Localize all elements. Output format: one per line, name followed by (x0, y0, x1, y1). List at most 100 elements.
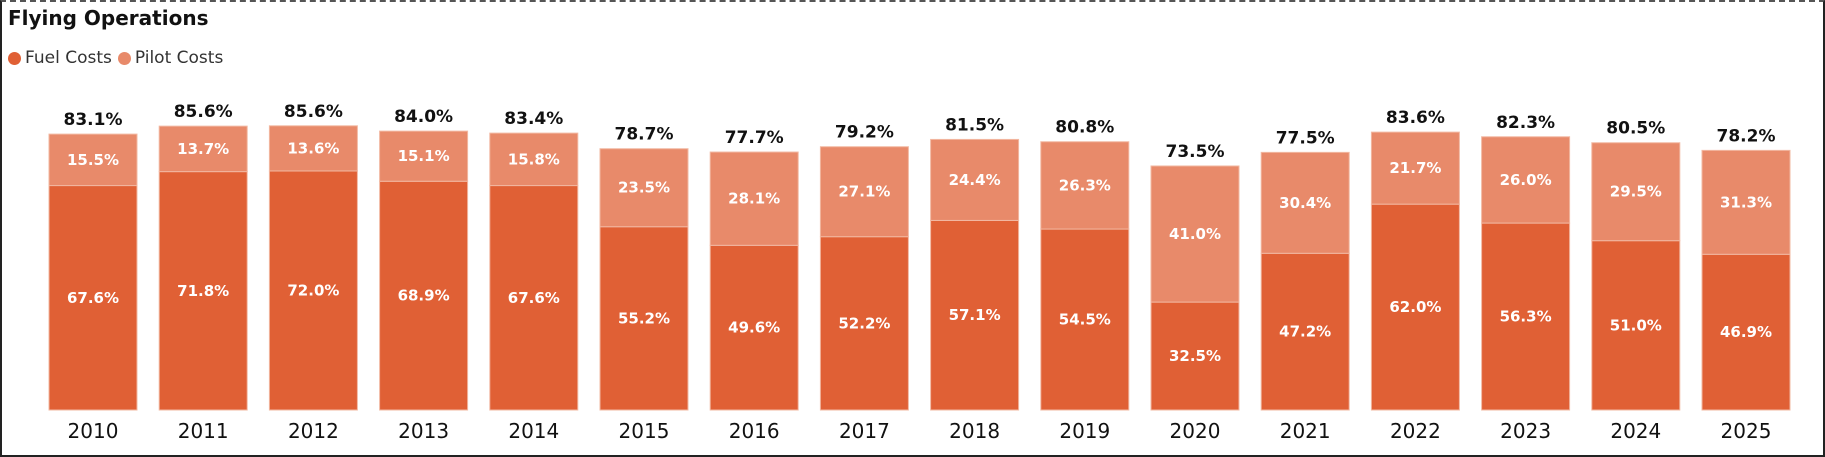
data-label-pilot-2010: 15.5% (67, 151, 119, 169)
total-label-2018: 81.5% (945, 115, 1004, 135)
total-label-2016: 77.7% (725, 128, 784, 148)
bar-pilot-2018[interactable] (930, 138, 1020, 221)
data-label-fuel-2011: 71.8% (177, 282, 229, 300)
data-label-fuel-2010: 67.6% (67, 289, 119, 307)
total-label-2024: 80.5% (1606, 119, 1665, 139)
legend-label-fuel: Fuel Costs (25, 48, 112, 68)
bar-fuel-2023[interactable] (1481, 222, 1571, 411)
total-label-2025: 78.2% (1717, 126, 1776, 146)
data-label-fuel-2018: 57.1% (949, 306, 1001, 324)
data-label-pilot-2014: 15.8% (508, 150, 560, 168)
data-label-pilot-2020: 41.0% (1169, 225, 1221, 243)
bar-pilot-2020[interactable] (1150, 165, 1240, 303)
data-label-fuel-2022: 62.0% (1389, 298, 1441, 316)
data-label-fuel-2020: 32.5% (1169, 347, 1221, 365)
data-label-fuel-2015: 55.2% (618, 309, 670, 327)
legend-dot-pilot (117, 51, 131, 65)
data-label-fuel-2021: 47.2% (1279, 323, 1331, 341)
bar-fuel-2011[interactable] (158, 171, 248, 411)
bar-fuel-2017[interactable] (819, 236, 909, 411)
bar-pilot-2016[interactable] (709, 151, 799, 246)
x-tick-label-2014: 2014 (508, 419, 559, 443)
total-label-2015: 78.7% (615, 125, 674, 145)
bar-pilot-2024[interactable] (1591, 142, 1681, 242)
x-tick-label-2025: 2025 (1721, 419, 1772, 443)
data-label-pilot-2023: 26.0% (1500, 171, 1552, 189)
data-label-pilot-2012: 13.6% (287, 139, 339, 157)
bar-fuel-2016[interactable] (709, 244, 799, 411)
bar-pilot-2017[interactable] (819, 146, 909, 238)
data-label-fuel-2023: 56.3% (1500, 308, 1552, 326)
data-label-fuel-2012: 72.0% (287, 281, 339, 299)
bar-fuel-2015[interactable] (599, 226, 689, 411)
data-label-pilot-2024: 29.5% (1610, 183, 1662, 201)
bar-pilot-2012[interactable] (268, 125, 358, 172)
x-tick-label-2013: 2013 (398, 419, 449, 443)
x-tick-label-2017: 2017 (839, 419, 890, 443)
legend-item-fuel[interactable]: Fuel Costs (8, 48, 112, 68)
x-tick-label-2015: 2015 (619, 419, 670, 443)
data-label-fuel-2014: 67.6% (508, 289, 560, 307)
total-label-2019: 80.8% (1055, 118, 1114, 138)
total-label-2020: 73.5% (1166, 142, 1225, 162)
data-label-pilot-2018: 24.4% (949, 171, 1001, 189)
bar-pilot-2013[interactable] (379, 130, 469, 182)
x-tick-label-2016: 2016 (729, 419, 780, 443)
x-tick-label-2024: 2024 (1610, 419, 1661, 443)
data-label-fuel-2013: 68.9% (398, 287, 450, 305)
bar-fuel-2024[interactable] (1591, 240, 1681, 411)
data-label-fuel-2025: 46.9% (1720, 323, 1772, 341)
data-label-pilot-2015: 23.5% (618, 179, 670, 197)
bar-fuel-2020[interactable] (1150, 301, 1240, 411)
bar-pilot-2022[interactable] (1370, 131, 1460, 205)
data-label-pilot-2013: 15.1% (398, 147, 450, 165)
x-tick-label-2023: 2023 (1500, 419, 1551, 443)
bar-fuel-2022[interactable] (1370, 203, 1460, 411)
chart-title: Flying Operations (8, 6, 209, 30)
legend-item-pilot[interactable]: Pilot Costs (117, 48, 224, 68)
bar-pilot-2023[interactable] (1481, 136, 1571, 224)
bar-fuel-2012[interactable] (268, 170, 358, 411)
total-label-2010: 83.1% (64, 110, 123, 130)
bar-pilot-2021[interactable] (1260, 151, 1350, 254)
bar-pilot-2019[interactable] (1040, 141, 1130, 230)
bar-pilot-2011[interactable] (158, 125, 248, 173)
data-label-fuel-2016: 49.6% (728, 319, 780, 337)
bar-fuel-2010[interactable] (48, 185, 138, 411)
legend-dot-fuel (8, 51, 21, 65)
data-label-pilot-2019: 26.3% (1059, 176, 1111, 194)
x-tick-label-2022: 2022 (1390, 419, 1441, 443)
total-label-2023: 82.3% (1496, 113, 1555, 133)
data-label-fuel-2017: 52.2% (838, 314, 890, 332)
legend-label-pilot: Pilot Costs (134, 48, 224, 68)
bar-fuel-2019[interactable] (1040, 228, 1130, 411)
bar-fuel-2021[interactable] (1260, 252, 1350, 411)
data-label-pilot-2021: 30.4% (1279, 194, 1331, 212)
data-label-pilot-2016: 28.1% (728, 190, 780, 208)
data-label-fuel-2024: 51.0% (1610, 316, 1662, 334)
total-label-2021: 77.5% (1276, 128, 1335, 148)
x-tick-label-2018: 2018 (949, 419, 1000, 443)
total-label-2012: 85.6% (284, 102, 343, 122)
bar-pilot-2025[interactable] (1701, 149, 1791, 255)
bar-fuel-2018[interactable] (930, 219, 1020, 411)
bar-fuel-2014[interactable] (489, 185, 579, 411)
total-label-2014: 83.4% (504, 109, 563, 129)
bar-pilot-2010[interactable] (48, 133, 138, 187)
data-label-pilot-2025: 31.3% (1720, 193, 1772, 211)
data-label-pilot-2017: 27.1% (838, 183, 890, 201)
total-label-2011: 85.6% (174, 102, 233, 122)
bar-pilot-2014[interactable] (489, 132, 579, 187)
bar-fuel-2025[interactable] (1701, 253, 1791, 411)
data-label-fuel-2019: 54.5% (1059, 311, 1111, 329)
x-tick-label-2010: 2010 (68, 419, 119, 443)
bar-fuel-2013[interactable] (379, 180, 469, 411)
x-tick-label-2021: 2021 (1280, 419, 1331, 443)
x-tick-label-2019: 2019 (1059, 419, 1110, 443)
bar-pilot-2015[interactable] (599, 148, 689, 228)
x-tick-label-2012: 2012 (288, 419, 339, 443)
total-label-2022: 83.6% (1386, 108, 1445, 128)
x-tick-label-2011: 2011 (178, 419, 229, 443)
total-label-2013: 84.0% (394, 107, 453, 127)
